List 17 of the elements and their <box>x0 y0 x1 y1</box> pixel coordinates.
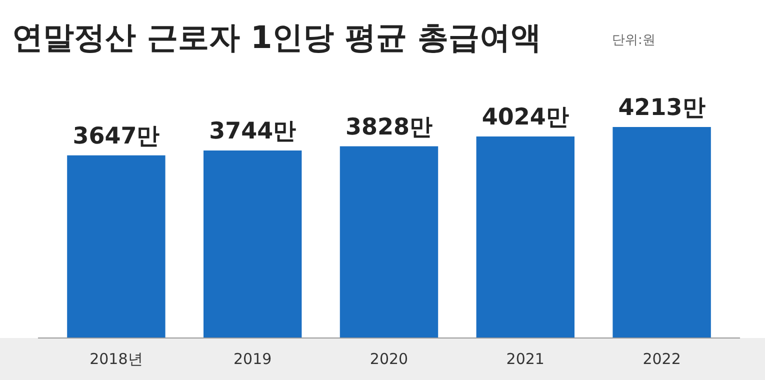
bar <box>203 150 302 338</box>
x-tick-label: 2019 <box>234 350 272 368</box>
data-label: 4024만 <box>482 104 569 130</box>
data-label: 3828만 <box>345 114 433 140</box>
chart-title: 연말정산 근로자 1인당 평균 총급여액 <box>12 20 542 56</box>
data-label: 4213만 <box>618 95 706 121</box>
x-tick-label: 2020 <box>370 350 408 368</box>
x-tick-label: 2022 <box>642 350 681 368</box>
bar <box>476 136 575 338</box>
text: 단위:원 <box>612 33 656 48</box>
bar <box>340 146 438 338</box>
bar <box>67 155 166 338</box>
data-label: 3744만 <box>209 118 296 144</box>
x-tick-label: 2018년 <box>90 350 143 368</box>
data-label: 3647만 <box>72 123 160 150</box>
x-tick-label: 2021 <box>506 350 544 368</box>
bar <box>612 127 711 338</box>
